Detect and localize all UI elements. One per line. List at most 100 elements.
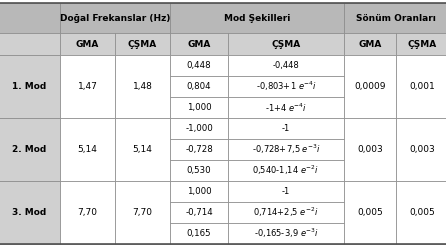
Bar	[228, 97, 344, 118]
Text: 1,47: 1,47	[78, 82, 97, 91]
Bar	[228, 181, 344, 202]
Bar	[0, 76, 60, 97]
Bar	[60, 33, 115, 55]
Text: -0,728: -0,728	[185, 145, 213, 154]
Bar	[228, 33, 344, 55]
Bar	[0, 118, 60, 181]
Bar	[228, 118, 344, 139]
Bar	[115, 181, 170, 244]
Text: 7,70: 7,70	[78, 208, 98, 217]
Bar	[115, 55, 170, 118]
Bar	[170, 55, 228, 76]
Text: 3. Mod: 3. Mod	[12, 208, 46, 217]
Bar	[170, 97, 228, 118]
Text: 0,530: 0,530	[187, 166, 211, 175]
Bar	[396, 33, 446, 55]
Text: -1: -1	[282, 124, 290, 133]
Bar	[344, 55, 396, 76]
Bar	[228, 97, 344, 118]
Bar	[60, 160, 115, 181]
Text: -0,165-3,9 $e^{-3}$$i$: -0,165-3,9 $e^{-3}$$i$	[254, 227, 318, 240]
Bar	[344, 118, 396, 181]
Bar	[170, 118, 228, 139]
Bar	[228, 223, 344, 244]
Bar	[170, 223, 228, 244]
Bar	[115, 139, 170, 160]
Bar	[170, 160, 228, 181]
Bar	[344, 97, 396, 118]
Bar	[396, 118, 446, 139]
Bar	[60, 139, 115, 160]
Text: 0,005: 0,005	[357, 208, 383, 217]
Bar	[60, 97, 115, 118]
Bar	[344, 76, 396, 97]
Bar	[396, 97, 446, 118]
Bar	[228, 76, 344, 97]
Text: -0,448: -0,448	[273, 61, 299, 70]
Bar	[396, 160, 446, 181]
Bar	[170, 3, 344, 33]
Bar	[0, 55, 60, 76]
Bar	[228, 139, 344, 160]
Bar	[115, 33, 170, 55]
Bar	[0, 223, 60, 244]
Bar	[344, 3, 446, 33]
Bar	[60, 76, 115, 97]
Bar	[228, 76, 344, 97]
Bar	[0, 118, 60, 139]
Bar	[170, 55, 228, 76]
Bar	[228, 55, 344, 76]
Text: 0,714+2,5 $e^{-2}$$i$: 0,714+2,5 $e^{-2}$$i$	[253, 206, 319, 219]
Bar	[0, 181, 60, 202]
Bar	[228, 160, 344, 181]
Bar	[396, 223, 446, 244]
Bar	[0, 139, 60, 160]
Text: -1,000: -1,000	[185, 124, 213, 133]
Text: 0,001: 0,001	[409, 82, 435, 91]
Bar	[396, 181, 446, 244]
Bar	[170, 97, 228, 118]
Bar	[170, 76, 228, 97]
Text: Doğal Frekanslar (Hz): Doğal Frekanslar (Hz)	[60, 14, 170, 22]
Text: 1. Mod: 1. Mod	[12, 82, 46, 91]
Bar	[170, 181, 228, 202]
Bar	[344, 55, 396, 118]
Bar	[170, 160, 228, 181]
Text: ÇŞMA: ÇŞMA	[128, 40, 157, 48]
Text: -1: -1	[282, 187, 290, 196]
Bar	[396, 55, 446, 76]
Bar	[0, 181, 60, 244]
Bar	[0, 202, 60, 223]
Bar	[344, 181, 396, 202]
Bar	[396, 118, 446, 181]
Bar	[170, 202, 228, 223]
Bar	[60, 118, 115, 181]
Bar	[344, 33, 396, 55]
Text: GMA: GMA	[358, 40, 382, 48]
Bar	[344, 223, 396, 244]
Bar	[115, 118, 170, 139]
Bar	[396, 181, 446, 202]
Text: 2. Mod: 2. Mod	[12, 145, 46, 154]
Bar	[60, 181, 115, 244]
Bar	[170, 33, 228, 55]
Bar	[115, 223, 170, 244]
Bar	[228, 55, 344, 76]
Bar	[60, 55, 115, 76]
Text: GMA: GMA	[76, 40, 99, 48]
Text: 1,000: 1,000	[187, 187, 211, 196]
Bar	[0, 33, 60, 55]
Text: -0,728+7,5 $e^{-3}$$i$: -0,728+7,5 $e^{-3}$$i$	[252, 143, 320, 156]
Bar	[60, 181, 115, 202]
Text: 0,165: 0,165	[187, 229, 211, 238]
Text: 0,804: 0,804	[187, 82, 211, 91]
Bar	[170, 139, 228, 160]
Bar	[0, 55, 60, 118]
Bar	[170, 76, 228, 97]
Bar	[0, 160, 60, 181]
Bar	[344, 202, 396, 223]
Text: 5,14: 5,14	[132, 145, 153, 154]
Bar	[115, 160, 170, 181]
Bar	[170, 118, 228, 139]
Text: Sönüm Oranları: Sönüm Oranları	[356, 14, 436, 22]
